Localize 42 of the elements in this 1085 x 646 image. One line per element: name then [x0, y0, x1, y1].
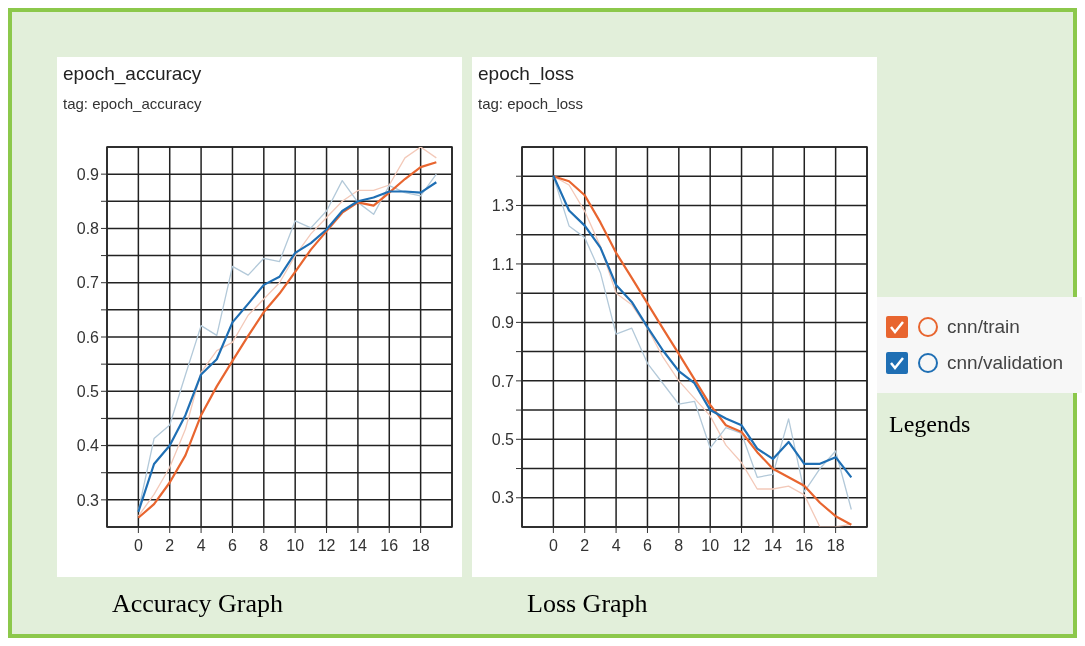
x-tick-label: 10: [286, 537, 305, 554]
y-tick-label: 0.8: [76, 220, 100, 238]
x-tick-label: 14: [349, 537, 367, 554]
chart-title: epoch_accuracy: [63, 63, 202, 85]
x-tick-label: 14: [764, 537, 782, 554]
x-tick-label: 8: [674, 537, 684, 554]
legend-title: Legends: [889, 411, 972, 438]
x-tick-label: 18: [826, 537, 845, 554]
y-tick-label: 0.3: [491, 489, 515, 507]
legend-label: cnn/train: [947, 316, 1020, 338]
chart-title: epoch_loss: [478, 63, 575, 85]
x-tick-label: 8: [259, 537, 269, 554]
x-tick-label: 18: [411, 537, 430, 554]
x-tick-label: 12: [732, 537, 751, 554]
x-tick-label: 0: [548, 537, 558, 554]
x-tick-label: 10: [701, 537, 720, 554]
x-tick-label: 4: [196, 537, 206, 554]
x-tick-label: 2: [165, 537, 175, 554]
y-tick-label: 0.4: [76, 437, 100, 455]
text: Accuracy Graph: [112, 589, 284, 619]
x-tick-label: 4: [611, 537, 621, 554]
y-tick-label: 0.6: [76, 328, 100, 346]
y-tick-label: 0.5: [491, 430, 515, 448]
x-tick-label: 2: [580, 537, 590, 554]
chart-subtitle: tag: epoch_accuracy: [63, 95, 202, 112]
y-tick-label: 0.5: [76, 382, 100, 400]
y-tick-label: 1.1: [491, 255, 515, 273]
x-tick-label: 6: [228, 537, 237, 554]
legend-label: cnn/validation: [947, 352, 1064, 374]
y-tick-label: 0.9: [76, 165, 100, 183]
y-tick-label: 1.3: [491, 197, 515, 215]
y-tick-label: 0.9: [491, 314, 515, 332]
y-tick-label: 0.3: [76, 491, 100, 509]
x-tick-label: 16: [795, 537, 814, 554]
x-tick-label: 6: [643, 537, 652, 554]
text: Loss Graph: [527, 589, 648, 619]
x-tick-label: 0: [133, 537, 143, 554]
x-tick-label: 16: [380, 537, 399, 554]
chart-subtitle: tag: epoch_loss: [478, 95, 584, 112]
y-tick-label: 0.7: [491, 372, 515, 390]
x-tick-label: 12: [317, 537, 336, 554]
y-tick-label: 0.7: [76, 274, 100, 292]
